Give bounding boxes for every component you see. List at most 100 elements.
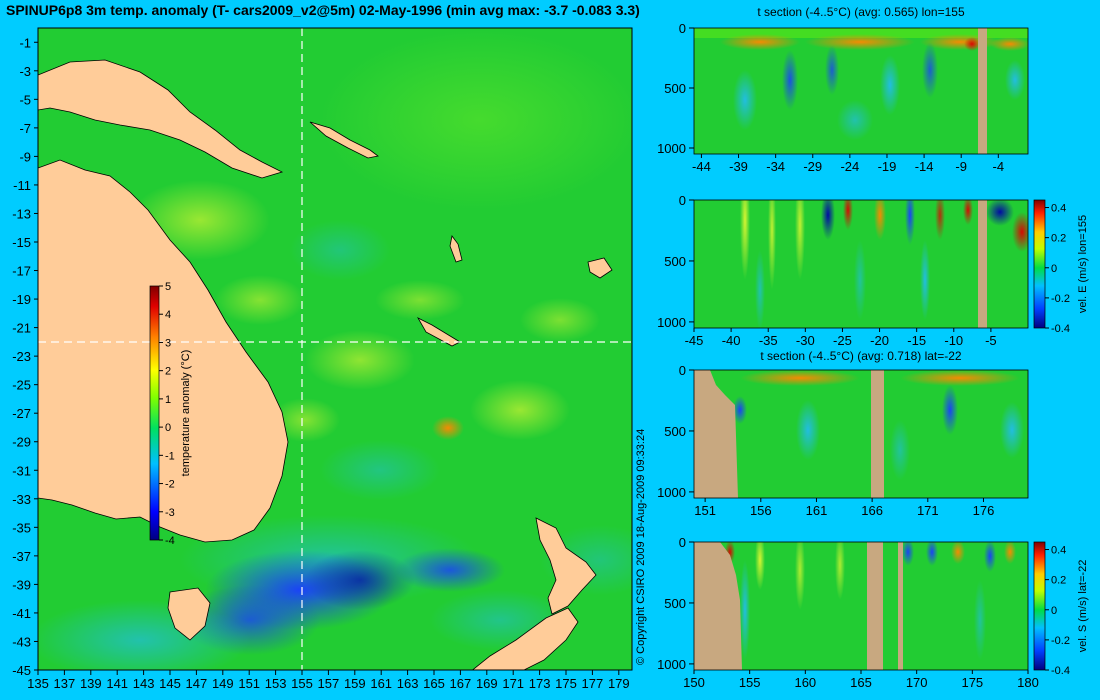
x-tick-label: -4 [993,159,1005,174]
copyright-note: © Copyright CSIRO 2009 18-Aug-2009 09:33… [635,429,647,665]
x-tick-label: 167 [450,676,472,691]
y-tick-label: -41 [12,606,31,621]
vel-e-colorbar [1033,199,1046,329]
section-features [720,34,1028,140]
x-tick-label: 165 [850,675,872,690]
colorbar-tick-label: -0.4 [1051,323,1070,335]
new-zealand-south [471,607,579,670]
colorbar-tick-label: 0 [1051,263,1057,275]
y-tick-label: 0 [679,535,686,550]
panel3-y-ticks: 0 500 1000 [657,363,694,500]
x-tick-label: 169 [476,676,498,691]
colorbar-tick-label: 5 [165,281,171,293]
colorbar-tick-label: 3 [165,337,171,349]
y-tick-label: -25 [12,378,31,393]
y-tick-label: -33 [12,492,31,507]
x-tick-label: 153 [265,676,287,691]
x-tick-label: -19 [878,159,897,174]
y-tick-label: -3 [19,64,31,79]
x-tick-label: 155 [739,675,761,690]
x-tick-label: 179 [608,676,630,691]
y-tick-label: 1000 [657,141,686,156]
x-tick-label: 175 [961,675,983,690]
x-tick-label: 155 [291,676,313,691]
y-tick-label: -13 [12,206,31,221]
x-tick-label: 143 [133,676,155,691]
y-tick-label: 500 [664,81,686,96]
vel-e-colorbar-ticks: 0.4 0.2 0 -0.2 -0.4 [1045,203,1070,335]
colorbar-tick-label: -3 [165,507,175,519]
section-title-lat: t section (-4..5°C) (avg: 0.718) lat=-22 [760,349,962,363]
panel2-x-ticks: -45 -40 -35 -30 -25 -20 -15 -10 -5 [685,328,997,348]
y-tick-label: -21 [12,321,31,336]
colorbar-tick-label: 0.4 [1051,203,1066,215]
new-zealand-north [535,517,597,615]
x-tick-label: 150 [683,675,705,690]
panel1-x-ticks: -44 -39 -34 -29 -24 -19 -14 -9 -4 [692,154,1004,174]
map-colorbar: 5 4 3 2 1 0 -1 -2 -3 -4 temperature anomaly (°C) [149,281,192,547]
section-features [740,200,1028,328]
x-tick-label: -29 [803,159,822,174]
y-tick-label: 500 [664,254,686,269]
y-tick-label: 0 [679,21,686,36]
y-tick-label: -17 [12,264,31,279]
y-tick-label: -31 [12,463,31,478]
x-tick-label: -9 [955,159,967,174]
x-tick-label: 176 [973,503,995,518]
colorbar-tick-label: 2 [165,366,171,378]
vel-s-colorbar-ticks: 0.4 0.2 0 -0.2 -0.4 [1045,545,1070,677]
x-tick-label: 151 [238,676,260,691]
new-caledonia [416,317,461,347]
y-tick-label: -23 [12,349,31,364]
y-tick-label: -27 [12,406,31,421]
colorbar-tick-label: -0.2 [1051,635,1070,647]
x-tick-label: 149 [212,676,234,691]
y-tick-label: -15 [12,235,31,250]
colorbar-tick-label: 1 [165,394,171,406]
x-tick-label: -15 [907,333,926,348]
x-tick-label: 171 [502,676,524,691]
y-tick-label: -29 [12,435,31,450]
x-tick-label: -34 [766,159,785,174]
panel4-y-ticks: 0 500 1000 [657,535,694,672]
section-land [694,370,738,498]
y-tick-label: -45 [12,663,31,678]
y-tick-label: -37 [12,549,31,564]
vanuatu [449,235,463,263]
tasmania [167,587,211,641]
page-title: SPINUP6p8 3m temp. anomaly (T- cars2009_… [6,2,640,18]
x-tick-label: 157 [318,676,340,691]
x-tick-label: 161 [370,676,392,691]
panel3-x-ticks: 151 156 161 166 171 176 [694,498,994,518]
map-y-ticks: -1 -3 -5 -7 -9 -11 -13 -15 -17 -19 -21 -23 -25 -27 -29… [12,35,38,678]
section-land [694,542,742,670]
colorbar-tick-label: 0.4 [1051,545,1066,557]
x-tick-label: 165 [423,676,445,691]
x-tick-label: -5 [985,333,997,348]
y-tick-label: 0 [679,363,686,378]
section-title-lon: t section (-4..5°C) (avg: 0.565) lon=155 [757,5,965,19]
panel-vel-s-section: 150 155 160 165 170 175 180 0 500 1000 0.4 0.2 0 -0… [657,535,1089,690]
x-tick-label: -44 [692,159,711,174]
y-tick-label: -5 [19,92,31,107]
y-tick-label: -9 [19,149,31,164]
colorbar-tick-label: 0.2 [1051,575,1066,587]
colorbar-ticks: 5 4 3 2 1 0 -1 -2 -3 -4 [159,281,175,547]
y-tick-label: -35 [12,520,31,535]
y-tick-label: 0 [679,193,686,208]
colorbar-tick-label: 4 [165,309,171,321]
y-tick-label: -11 [13,178,31,193]
x-tick-label: -45 [685,333,704,348]
y-tick-label: 1000 [657,315,686,330]
x-tick-label: -24 [840,159,859,174]
map-frame [37,27,633,671]
x-tick-label: 160 [794,675,816,690]
colorbar-tick-label: -2 [165,479,175,491]
y-tick-label: -43 [12,634,31,649]
vel-e-colorbar-label: vel. E (m/s) lon=155 [1077,215,1089,313]
vel-s-colorbar [1033,541,1046,671]
new-guinea [38,59,284,179]
section-land [978,28,987,154]
x-tick-label: 161 [806,503,828,518]
y-tick-label: 1000 [657,485,686,500]
